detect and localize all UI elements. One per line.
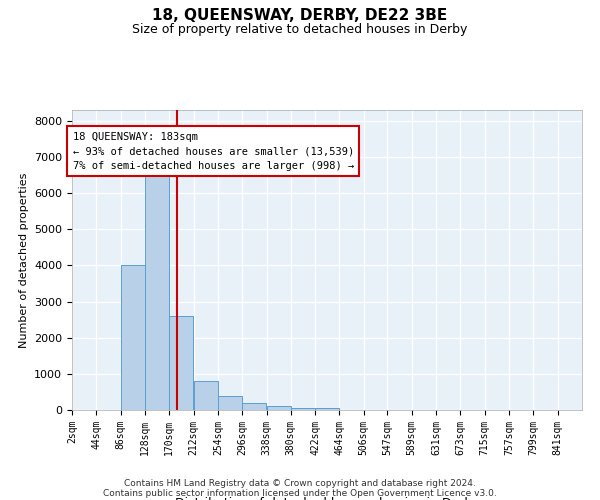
Bar [218,396,242,410]
Bar [316,408,339,410]
Text: 18 QUEENSWAY: 183sqm
← 93% of detached houses are smaller (13,539)
7% of semi-de: 18 QUEENSWAY: 183sqm ← 93% of detached h… [73,132,354,172]
Bar [169,316,193,410]
Y-axis label: Number of detached properties: Number of detached properties [19,172,29,348]
Bar [267,406,290,410]
X-axis label: Distribution of detached houses by size in Derby: Distribution of detached houses by size … [175,496,479,500]
Text: Size of property relative to detached houses in Derby: Size of property relative to detached ho… [133,22,467,36]
Bar [145,175,169,410]
Text: Contains public sector information licensed under the Open Government Licence v3: Contains public sector information licen… [103,488,497,498]
Text: Contains HM Land Registry data © Crown copyright and database right 2024.: Contains HM Land Registry data © Crown c… [124,478,476,488]
Bar [194,381,218,410]
Bar [121,266,145,410]
Text: 18, QUEENSWAY, DERBY, DE22 3BE: 18, QUEENSWAY, DERBY, DE22 3BE [152,8,448,22]
Bar [291,408,315,410]
Bar [242,403,266,410]
